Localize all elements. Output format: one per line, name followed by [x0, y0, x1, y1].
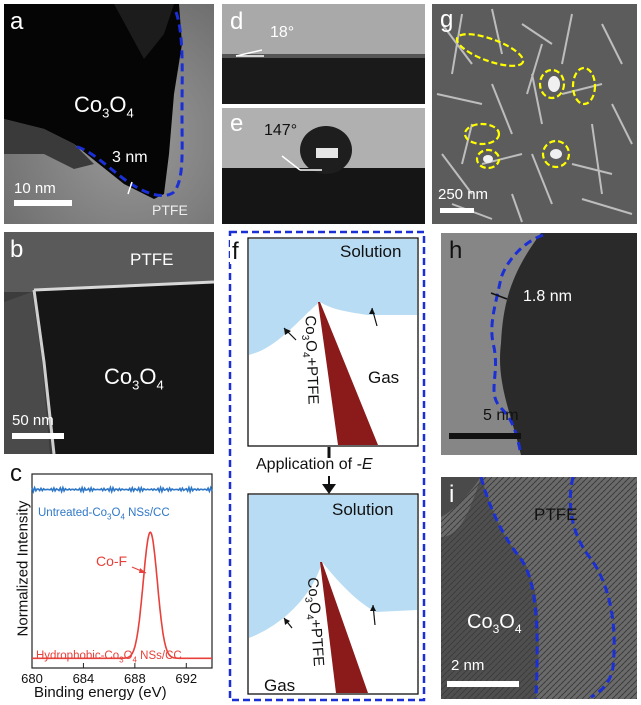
- hydrophobic-series: [32, 531, 212, 660]
- cof-peak-label: Co-F: [96, 553, 128, 569]
- panel-i-label: i: [449, 481, 455, 508]
- panel-i: i PTFE Co3O4 2 nm: [441, 477, 637, 699]
- panel-h-label: h: [449, 237, 463, 264]
- step-label: Application of -E: [256, 456, 373, 474]
- scale-bar-a: [14, 200, 72, 206]
- ptfe-boundary-i-right: [568, 477, 616, 699]
- thickness-label-h: 1.8 nm: [523, 288, 572, 305]
- solution-label-top: Solution: [340, 242, 402, 261]
- electrode-label-top: Co3O4+PTFE: [299, 315, 322, 405]
- scale-bar-g: [440, 208, 474, 213]
- panel-d-image: [222, 4, 425, 104]
- panel-g-label: g: [440, 6, 454, 33]
- panel-a-label: a: [10, 8, 24, 35]
- panel-d: d 18°: [222, 4, 425, 104]
- panel-f: f Solution Gas Co3O4+PTFE Application of…: [228, 230, 426, 702]
- chart-frame: [31, 473, 213, 669]
- panel-b: b PTFE Co3O4 50 nm: [4, 232, 214, 454]
- scale-bar-h: [449, 433, 521, 439]
- x-tick-label-688: 688: [124, 671, 146, 686]
- untreated-label: Untreated-Co3O4 NSs/CC: [38, 507, 170, 522]
- scale-bar-b: [12, 433, 64, 439]
- scale-text-g: 250 nm: [438, 186, 489, 203]
- panel-f-label: f: [230, 238, 241, 265]
- scale-text-h: 5 nm: [483, 407, 519, 424]
- co3o4-label-i: Co3O4: [467, 611, 522, 636]
- co3o4-label-b: Co3O4: [104, 364, 164, 393]
- ptfe-label-b: PTFE: [130, 250, 174, 269]
- panel-c: 680 684 688 692 c Normalized Intensity Bind…: [0, 460, 220, 705]
- x-tick-label-684: 684: [73, 671, 95, 686]
- scale-text-a: 10 nm: [14, 180, 56, 197]
- panel-g-image: [432, 4, 637, 224]
- panel-f-schematic: [228, 230, 426, 702]
- panel-b-image: [4, 232, 214, 454]
- panel-e: e 147°: [222, 108, 425, 224]
- contact-angle-d: 18°: [270, 24, 295, 41]
- x-tick-label-692: 692: [175, 671, 197, 686]
- panel-i-image: [441, 477, 637, 699]
- panel-d-label: d: [230, 8, 244, 35]
- xps-chart: 680 684 688 692: [21, 473, 213, 686]
- gas-label-top: Gas: [368, 368, 400, 387]
- co3o4-label-a: Co3O4: [74, 92, 134, 121]
- solution-label-bottom: Solution: [332, 500, 394, 519]
- step-variable: -E: [356, 456, 373, 473]
- ptfe-boundary-i-left: [479, 477, 539, 699]
- panel-e-image: [222, 108, 425, 224]
- x-tick-label-680: 680: [21, 671, 43, 686]
- panel-a-image: [4, 4, 214, 224]
- scale-text-i: 2 nm: [451, 657, 485, 674]
- ptfe-label-a: PTFE: [152, 202, 188, 218]
- panel-g: g 250 nm: [432, 4, 637, 224]
- x-axis-label: Binding energy (eV): [34, 684, 167, 701]
- ptfe-boundary-h: [490, 233, 544, 455]
- panel-h-image: [441, 233, 637, 455]
- thickness-label-a: 3 nm: [112, 149, 148, 166]
- panel-c-label: c: [10, 460, 22, 487]
- contact-angle-e: 147°: [264, 122, 298, 139]
- panel-e-label: e: [230, 110, 244, 137]
- gas-label-bottom: Gas: [264, 676, 296, 695]
- hydrophobic-label: Hydrophobic-Co3O4 NSs/CC: [36, 650, 182, 665]
- ptfe-label-i: PTFE: [534, 505, 578, 524]
- step-prefix: Application of: [256, 456, 353, 473]
- panel-b-label: b: [10, 236, 24, 263]
- untreated-series: [31, 484, 213, 495]
- scale-text-b: 50 nm: [12, 412, 54, 429]
- panel-a: a Co3O4 3 nm 10 nm PTFE: [4, 4, 214, 224]
- scale-bar-i: [447, 681, 519, 687]
- y-axis-label: Normalized Intensity: [14, 500, 32, 637]
- ptfe-boundary-a: [73, 11, 184, 197]
- panel-h: h 1.8 nm 5 nm: [441, 233, 637, 455]
